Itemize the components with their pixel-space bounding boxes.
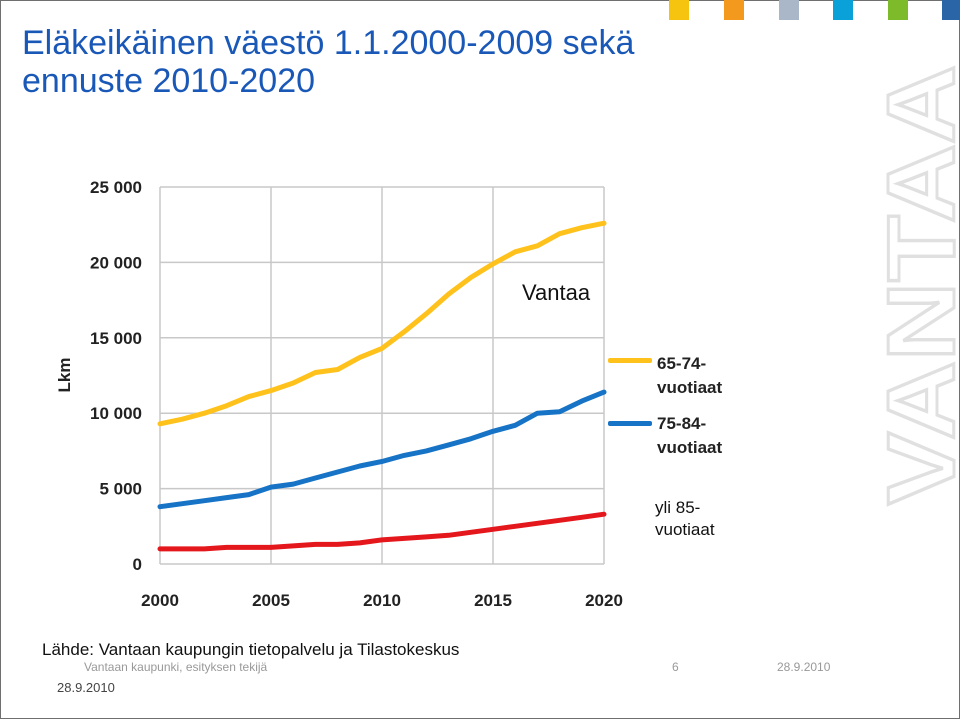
y-tick-label: 15 000 <box>90 329 142 348</box>
color-swatch <box>669 0 689 20</box>
vantaa-brand-logo: VANTAA <box>872 63 960 506</box>
legend-label-75-84-line2: vuotiaat <box>657 438 723 457</box>
x-tick-label: 2020 <box>585 591 623 610</box>
color-swatch <box>779 0 799 20</box>
legend-line-65-74 <box>608 358 652 363</box>
series-line-2 <box>157 511 607 552</box>
annotation-over-85: yli 85- vuotiaat <box>655 497 715 541</box>
color-swatch <box>888 0 908 20</box>
x-tick-label: 2005 <box>252 591 290 610</box>
y-tick-label: 10 000 <box>90 404 142 423</box>
x-tick-label: 2010 <box>363 591 401 610</box>
color-swatch <box>942 0 960 20</box>
slide-title-line1: Eläkeikäinen väestö 1.1.2000-2009 sekä <box>22 24 635 62</box>
brand-text: VANTAA <box>872 65 960 505</box>
bottom-date: 28.9.2010 <box>57 680 115 695</box>
y-axis-label: Lkm <box>55 358 74 393</box>
chart-grid <box>159 186 605 565</box>
x-tick-label: 2015 <box>474 591 512 610</box>
slide-title: Eläkeikäinen väestö 1.1.2000-2009 sekä e… <box>22 24 634 100</box>
legend-label-65-74-line1: 65-74- <box>657 354 707 373</box>
legend-line-75-84 <box>608 421 652 426</box>
legend-label-65-74-line2: vuotiaat <box>657 378 723 397</box>
source-note: Lähde: Vantaan kaupungin tietopalvelu ja… <box>42 640 460 659</box>
y-tick-label: 20 000 <box>90 253 142 272</box>
series-line-1 <box>157 389 607 510</box>
chart-axes: 0 5 000 10 000 15 000 20 000 25 000 2000 2005 20… <box>90 178 623 610</box>
annotation-over-85-line2: vuotiaat <box>655 520 715 539</box>
chart-series <box>157 220 607 552</box>
y-tick-label: 0 <box>133 555 142 574</box>
legend-label-75-84: 75-84- vuotiaat <box>657 412 722 460</box>
color-swatch <box>724 0 744 20</box>
slide-title-line2: ennuste 2010-2020 <box>22 62 316 100</box>
legend-label-65-74: 65-74- vuotiaat <box>657 352 722 400</box>
footer-date: 28.9.2010 <box>777 660 831 674</box>
y-tick-label: 25 000 <box>90 178 142 197</box>
y-tick-label: 5 000 <box>99 480 142 499</box>
x-tick-label: 2000 <box>141 591 179 610</box>
color-swatch <box>833 0 853 20</box>
line-chart: 0 5 000 10 000 15 000 20 000 25 000 2000 2005 20… <box>55 178 623 610</box>
series-line-0 <box>157 220 607 427</box>
annotation-over-85-line1: yli 85- <box>655 498 701 517</box>
chart-annotation-vantaa: Vantaa <box>522 280 591 305</box>
footer-page-number: 6 <box>672 660 679 674</box>
legend-label-75-84-line1: 75-84- <box>657 414 707 433</box>
footer-presenter: Vantaan kaupunki, esityksen tekijä <box>84 660 268 674</box>
